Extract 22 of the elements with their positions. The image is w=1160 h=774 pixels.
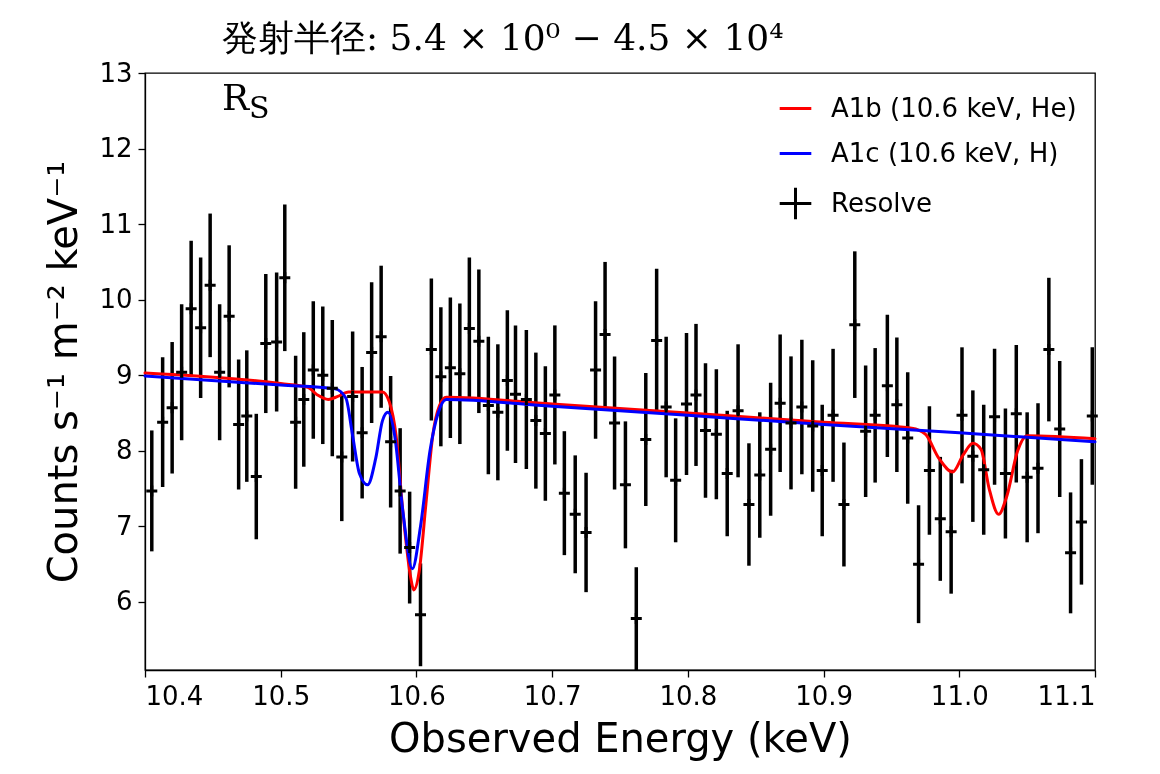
y-tick-label: 8 (115, 435, 133, 466)
x-tick-label: 10.7 (523, 680, 582, 711)
x-axis-title: Observed Energy (keV) (389, 714, 852, 761)
y-tick-label: 7 (115, 510, 133, 541)
x-tick-label: 10.4 (145, 680, 204, 711)
legend-label: A1c (10.6 keV, H) (831, 137, 1059, 168)
y-tick-label: 6 (115, 586, 133, 617)
y-tick-label: 11 (99, 208, 133, 239)
x-tick-label: 10.8 (659, 680, 718, 711)
y-tick-label: 9 (115, 359, 133, 390)
x-tick-label: 11.1 (1037, 680, 1096, 711)
x-tick-label: 11.0 (930, 680, 989, 711)
legend-label: A1b (10.6 keV, He) (831, 92, 1077, 123)
x-tick-label: 10.5 (252, 680, 311, 711)
y-tick-label: 12 (99, 133, 133, 164)
y-tick-label: 10 (99, 284, 133, 315)
legend-label: Resolve (831, 187, 932, 218)
chart-title: 発射半径: 5.4 × 10⁰ − 4.5 × 10⁴ R$_{S}$ (222, 16, 785, 128)
x-tick-label: 10.6 (387, 680, 446, 711)
x-tick-label: 10.9 (795, 680, 854, 711)
y-axis-title: Counts s⁻¹ m⁻² keV⁻¹ (40, 160, 87, 584)
y-tick-label: 13 (99, 57, 133, 88)
